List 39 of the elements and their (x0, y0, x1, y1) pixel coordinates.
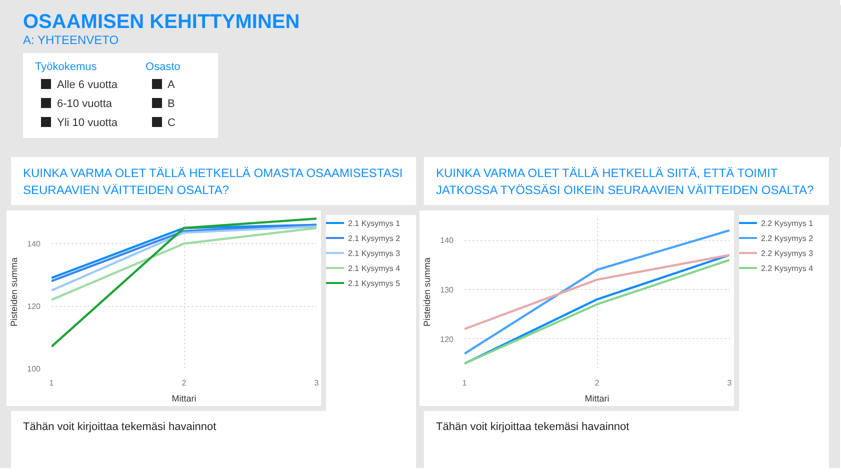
x-tick-label: 1 (49, 378, 54, 388)
legend-label: 2.2 Kysymys 2 (760, 234, 814, 243)
x-tick-label: 3 (314, 378, 320, 388)
chart-title: KUINKA VARMA OLET TÄLLÄ HETKELLÄ SIITÄ, ETTÄ TOIMIT JATKOSSA TYÖSSÄSI OIKEIN SEURAAVIEN VÄITTEIDEN OSALTA? (435, 165, 815, 199)
y-axis-title: Pisteiden summa (422, 257, 432, 327)
x-tick-label: 1 (462, 378, 468, 388)
text: Osasto (146, 61, 180, 73)
y-tick-label: 140 (27, 240, 42, 249)
text: Tähän voit kirjoittaa tekemäsi havainnot (436, 421, 630, 433)
text: Yli 10 vuotta (56, 117, 118, 129)
text: A: YHTEENVETO (23, 33, 120, 47)
x-axis-title: Mittari (172, 394, 196, 404)
legend-label: 2.1 Kysymys 5 (347, 279, 400, 288)
legend-label: 2.1 Kysymys 1 (347, 219, 400, 228)
legend-label: 2.2 Kysymys 3 (760, 249, 814, 258)
text: Tähän voit kirjoittaa tekemäsi havainnot (23, 421, 216, 433)
text: Alle 6 vuotta (56, 79, 118, 91)
chart-title: KUINKA VARMA OLET TÄLLÄ HETKELLÄ OMASTA OSAAMISESTASI SEURAAVIEN VÄITTEIDEN OSALTA? (22, 165, 404, 199)
legend-label: 2.2 Kysymys 4 (760, 264, 814, 273)
text: 6-10 vuotta (56, 98, 114, 110)
y-tick-label: 130 (440, 286, 454, 295)
x-tick-label: 3 (727, 378, 732, 388)
x-tick-label: 2 (182, 378, 187, 388)
text: Työkokemus (35, 61, 98, 73)
legend-label: 2.1 Kysymys 2 (347, 234, 400, 243)
legend-label: 2.1 Kysymys 3 (347, 249, 400, 258)
x-tick-label: 2 (594, 378, 600, 388)
legend-label: 2.2 Kysymys 1 (760, 219, 814, 228)
text: B (166, 98, 176, 110)
y-tick-label: 140 (440, 236, 454, 246)
y-tick-label: 120 (440, 334, 454, 344)
text: A (166, 79, 176, 91)
text: C (166, 117, 176, 129)
legend-label: 2.1 Kysymys 4 (347, 264, 400, 273)
x-axis-title: Mittari (584, 394, 610, 404)
y-tick-label: 120 (27, 302, 42, 312)
y-axis-title: Pisteiden summa (9, 257, 20, 327)
y-tick-label: 100 (27, 364, 42, 374)
text: OSAAMISEN KEHITTYMINEN (23, 11, 300, 33)
